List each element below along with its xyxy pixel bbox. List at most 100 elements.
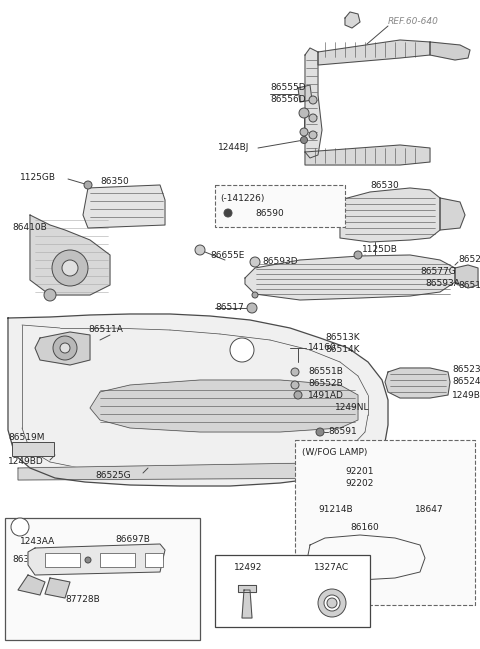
Polygon shape [385, 368, 450, 398]
Text: (-141226): (-141226) [220, 193, 264, 202]
Text: 86525G: 86525G [95, 471, 131, 480]
Circle shape [85, 557, 91, 563]
Text: 1125GB: 1125GB [20, 173, 56, 182]
Circle shape [53, 336, 77, 360]
Circle shape [354, 251, 362, 259]
Text: 1327AC: 1327AC [314, 563, 349, 572]
Circle shape [230, 338, 254, 362]
Text: 1244BJ: 1244BJ [218, 143, 250, 153]
Text: 12492: 12492 [234, 563, 262, 572]
Text: 87728B: 87728B [65, 596, 100, 604]
Text: 91214B: 91214B [318, 506, 353, 515]
Bar [215, 555, 370, 627]
Text: 1491AD: 1491AD [308, 391, 344, 400]
Circle shape [252, 292, 258, 298]
Text: (W/FOG LAMP): (W/FOG LAMP) [302, 448, 367, 458]
Circle shape [84, 181, 92, 189]
Circle shape [44, 289, 56, 301]
Polygon shape [430, 42, 470, 60]
Circle shape [300, 136, 308, 143]
Circle shape [291, 368, 299, 376]
Text: 86513K: 86513K [325, 334, 360, 343]
Circle shape [52, 250, 88, 286]
Bar [12, 442, 54, 456]
Text: 86552B: 86552B [308, 378, 343, 387]
Text: 86517: 86517 [215, 304, 244, 313]
Text: 86514K: 86514K [325, 345, 360, 354]
Polygon shape [345, 12, 360, 28]
Circle shape [316, 428, 324, 436]
Circle shape [294, 391, 302, 399]
Text: 86310YB: 86310YB [12, 556, 52, 565]
Text: 1249BD: 1249BD [452, 391, 480, 400]
Circle shape [300, 128, 308, 136]
Polygon shape [28, 544, 165, 575]
Circle shape [250, 257, 260, 267]
Polygon shape [35, 332, 90, 365]
Text: REF.60-640: REF.60-640 [388, 18, 439, 27]
Text: 86697B: 86697B [115, 535, 150, 545]
Text: 86555D: 86555D [270, 84, 306, 93]
Polygon shape [318, 40, 430, 65]
Bar [215, 185, 345, 227]
Text: 92202: 92202 [345, 480, 373, 489]
Text: 86519M: 86519M [8, 434, 45, 443]
Text: 86511A: 86511A [88, 326, 123, 334]
Bar [100, 553, 135, 567]
Circle shape [195, 245, 205, 255]
Text: 86655E: 86655E [210, 251, 244, 260]
Text: 86512C: 86512C [458, 280, 480, 289]
Text: 86577G: 86577G [420, 267, 456, 276]
Polygon shape [18, 575, 45, 595]
Text: 86530: 86530 [370, 180, 399, 190]
Text: 18647: 18647 [415, 506, 444, 515]
Text: a: a [239, 345, 245, 355]
Circle shape [327, 598, 337, 608]
Text: 86593A: 86593A [425, 278, 460, 288]
Text: a: a [17, 522, 23, 532]
Text: 86591: 86591 [328, 428, 357, 437]
Circle shape [309, 96, 317, 104]
Polygon shape [245, 255, 455, 300]
Bar [295, 440, 475, 605]
Circle shape [324, 595, 340, 611]
Polygon shape [298, 85, 312, 102]
Polygon shape [455, 265, 478, 288]
Bar [45, 553, 80, 567]
Polygon shape [238, 585, 256, 592]
Text: 86556D: 86556D [270, 95, 306, 104]
Polygon shape [340, 188, 440, 242]
Text: 86551B: 86551B [308, 367, 343, 376]
Circle shape [309, 114, 317, 122]
Circle shape [291, 381, 299, 389]
Circle shape [11, 518, 29, 536]
Text: 86520B: 86520B [458, 256, 480, 265]
Circle shape [299, 108, 309, 118]
Circle shape [62, 260, 78, 276]
Text: 86590: 86590 [255, 208, 284, 217]
Text: 86410B: 86410B [12, 223, 47, 232]
Text: 92201: 92201 [345, 467, 373, 476]
Polygon shape [83, 185, 165, 228]
Circle shape [318, 589, 346, 617]
Text: 86160: 86160 [350, 524, 379, 532]
Text: 1249BD: 1249BD [8, 458, 44, 467]
Text: 1243AA: 1243AA [20, 537, 55, 546]
Polygon shape [30, 215, 110, 295]
Circle shape [247, 303, 257, 313]
Text: 86523B: 86523B [452, 365, 480, 374]
Circle shape [60, 343, 70, 353]
Bar [145, 553, 163, 567]
Polygon shape [305, 48, 322, 158]
Polygon shape [440, 198, 465, 230]
Circle shape [224, 209, 232, 217]
Circle shape [309, 131, 317, 139]
Polygon shape [90, 380, 358, 432]
Polygon shape [18, 462, 380, 480]
Text: 1125DB: 1125DB [362, 245, 398, 254]
Polygon shape [308, 535, 425, 580]
Text: 1249NL: 1249NL [335, 404, 370, 413]
Text: 86350: 86350 [100, 177, 129, 186]
Text: 86593D: 86593D [262, 258, 298, 267]
Text: 86524C: 86524C [452, 378, 480, 387]
